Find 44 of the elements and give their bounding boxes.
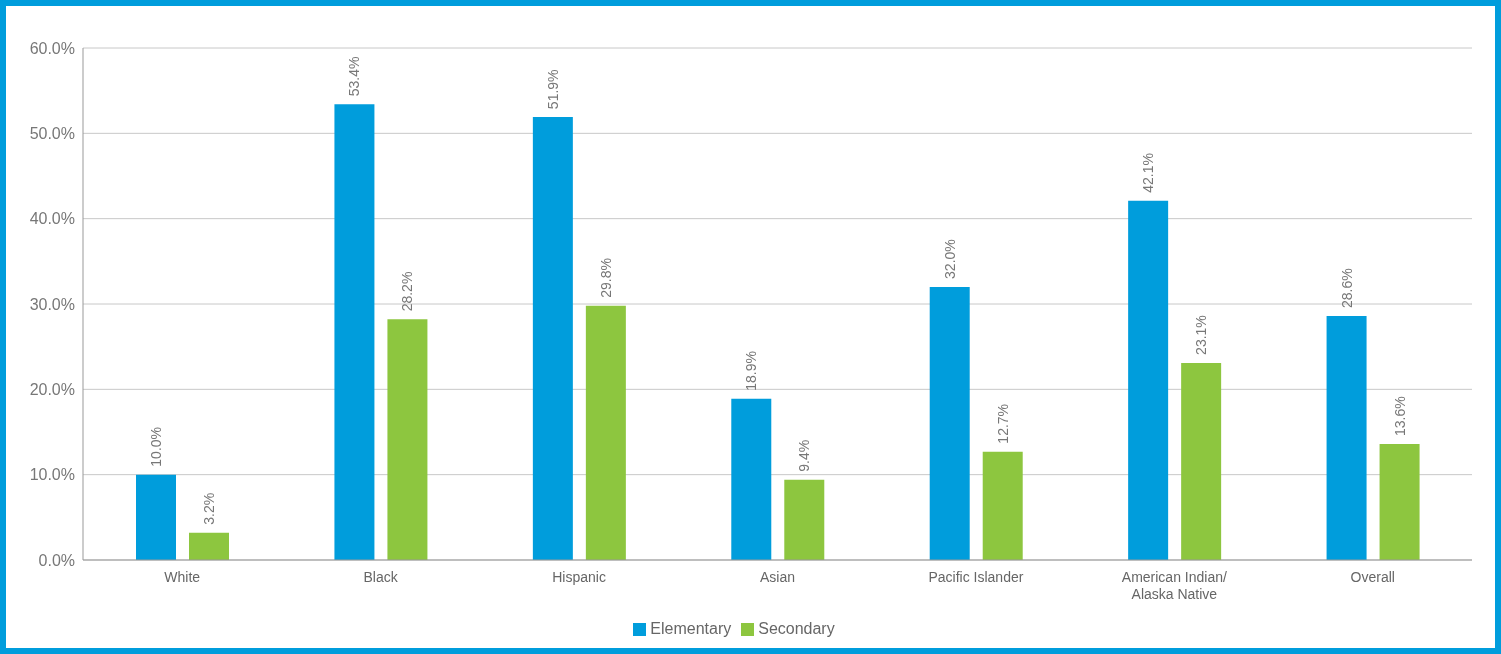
- y-tick-label: 60.0%: [29, 39, 75, 57]
- legend-label: Secondary: [758, 620, 835, 637]
- data-label: 13.6%: [1391, 396, 1408, 436]
- bar: [982, 451, 1023, 560]
- x-tick-label: Asian: [759, 569, 796, 585]
- bar: [1379, 443, 1420, 560]
- data-label: 18.9%: [743, 351, 760, 391]
- data-label: 3.2%: [201, 492, 217, 525]
- data-label: 32.0%: [941, 239, 958, 279]
- bar: [784, 479, 825, 560]
- data-label: 10.0%: [148, 426, 164, 467]
- bar: [929, 286, 970, 560]
- bar: [334, 104, 375, 560]
- x-tick-label: Hispanic: [552, 569, 606, 585]
- bar: [1181, 362, 1222, 560]
- data-label: 51.9%: [544, 69, 561, 110]
- bar: [585, 305, 626, 560]
- y-tick-label: 20.0%: [29, 381, 75, 399]
- bar: [1326, 315, 1367, 560]
- data-label: 12.7%: [994, 403, 1011, 444]
- bar: [532, 117, 573, 560]
- data-label: 53.4%: [346, 56, 363, 97]
- x-tick-label: Black: [363, 569, 399, 585]
- data-label: 29.8%: [597, 258, 614, 298]
- y-tick-label: 30.0%: [29, 295, 75, 313]
- legend-label: Elementary: [650, 620, 732, 637]
- y-tick-label: 50.0%: [29, 125, 75, 143]
- data-label: 42.1%: [1140, 153, 1157, 193]
- y-tick-label: 10.0%: [29, 466, 75, 484]
- data-label: 28.2%: [399, 271, 416, 312]
- data-label: 28.6%: [1338, 268, 1355, 308]
- bar: [1128, 200, 1169, 560]
- x-tick-label: Overall: [1350, 569, 1395, 585]
- bar: [387, 319, 428, 560]
- y-tick-label: 0.0%: [38, 551, 75, 569]
- bar: [731, 398, 772, 560]
- x-tick-label: White: [164, 569, 201, 585]
- bar: [136, 474, 176, 560]
- x-tick-label: Pacific Islander: [928, 569, 1024, 585]
- bar: [189, 532, 229, 560]
- data-label: 9.4%: [796, 439, 813, 472]
- x-tick-label: American Indian/ Alaska Native: [1121, 569, 1227, 602]
- data-label: 23.1%: [1193, 315, 1210, 355]
- y-tick-label: 40.0%: [29, 210, 75, 228]
